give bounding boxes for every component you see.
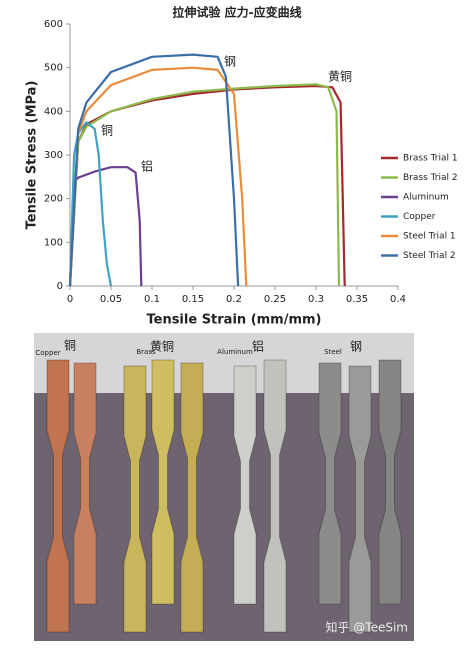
x-tick-label: 0.05 (100, 294, 122, 305)
annotation: 钢 (224, 55, 236, 69)
series-line (68, 83, 341, 287)
legend-label: Brass Trial 2 (403, 173, 458, 183)
series-line (68, 53, 240, 287)
y-tick-label: 200 (44, 194, 63, 205)
x-tick-label: 0.4 (390, 294, 406, 305)
specimen (318, 362, 342, 605)
series-line (68, 66, 248, 287)
x-tick-label: 0.1 (144, 294, 160, 305)
x-tick-label: 0.2 (226, 294, 242, 305)
y-tick-label: 400 (44, 106, 63, 117)
x-tick-label: 0.3 (308, 294, 324, 305)
x-tick-label: 0 (67, 294, 73, 305)
y-tick-label: 600 (44, 19, 63, 30)
photo-label: 黄铜 (150, 339, 174, 354)
legend-label: Copper (403, 212, 436, 222)
annotation: 铝 (141, 159, 153, 174)
annotation: 黄铜 (328, 69, 352, 84)
photo-label: Steel (324, 348, 342, 356)
x-axis-label: Tensile Strain (mm/mm) (146, 313, 321, 328)
y-tick-label: 300 (44, 150, 63, 161)
y-tick-label: 500 (44, 63, 63, 74)
photo-label: Copper (35, 349, 60, 357)
specimen (180, 362, 204, 633)
x-tick-label: 0.25 (264, 294, 286, 305)
x-tick-label: 0.15 (182, 294, 204, 305)
series-line (68, 121, 113, 287)
specimen (123, 365, 147, 633)
specimen (378, 359, 402, 605)
annotation: 铜 (101, 123, 113, 138)
photo-label: 铜 (64, 338, 76, 353)
legend-label: Brass Trial 1 (403, 154, 458, 164)
specimen (263, 359, 287, 633)
watermark: 知乎 @TeeSim (325, 621, 408, 635)
specimen (233, 365, 257, 605)
x-tick-label: 0.35 (346, 294, 368, 305)
y-tick-label: 100 (44, 237, 63, 248)
photo-label: 钢 (350, 340, 362, 354)
legend-label: Steel Trial 1 (403, 232, 456, 242)
chart-title: 拉伸试验 应力-应变曲线 (172, 5, 301, 20)
legend-label: Steel Trial 2 (403, 251, 456, 261)
specimen (348, 365, 372, 633)
photo-label: Aluminum (217, 348, 253, 356)
photo-label: 铝 (252, 339, 264, 354)
series-line (68, 84, 346, 287)
photo-label: Brass (136, 348, 156, 356)
specimen (46, 359, 70, 633)
legend-label: Aluminum (403, 193, 449, 203)
series-line (68, 166, 143, 287)
y-tick-label: 0 (57, 281, 63, 292)
specimen (73, 362, 97, 605)
y-axis-label: Tensile Stress (MPa) (25, 81, 40, 230)
specimen (151, 359, 175, 605)
